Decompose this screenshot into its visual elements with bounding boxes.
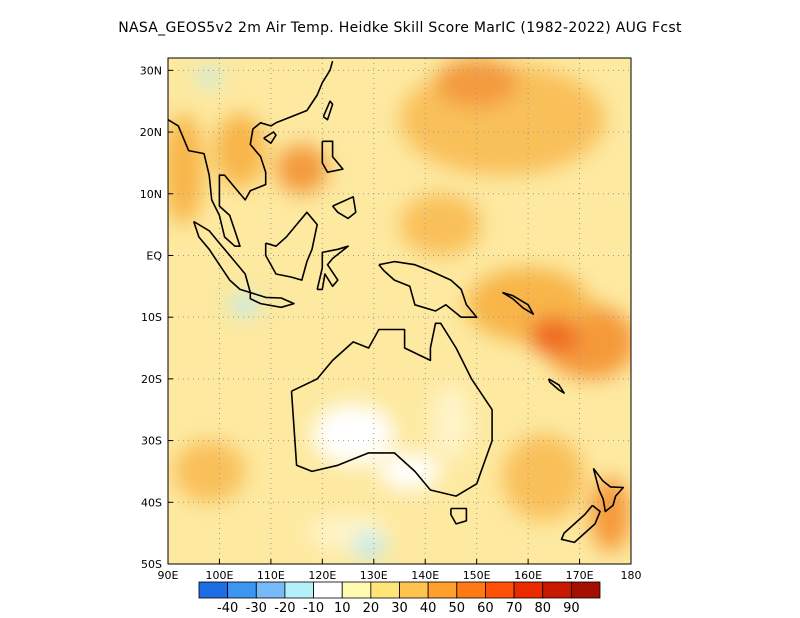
colorbar-swatch (399, 581, 429, 599)
longitude-axis: 90E 100E 110E 120E 130E 140E 150E 160E 170E 180 (158, 559, 642, 582)
region-aus-south (378, 452, 441, 490)
colorbar-label: -20 (274, 601, 295, 616)
region-south-blue (353, 533, 385, 558)
colorbar-swatch (456, 581, 486, 599)
colorbar-label: -40 (217, 601, 238, 616)
taiwan-coastline (322, 100, 334, 121)
colorbar-swatch (341, 581, 372, 599)
lat-tick-label: 30N (140, 64, 162, 77)
region-west-pacific (399, 193, 482, 256)
sumatra-coastline (192, 220, 252, 294)
colorbar-label: 80 (534, 601, 551, 616)
colorbar-label: 30 (391, 601, 408, 616)
colorbar-swatch (485, 581, 515, 599)
region-tasman (502, 434, 585, 521)
lon-tick-label: 130E (360, 569, 388, 582)
borneo-coastline (264, 211, 318, 281)
lon-tick-label: 170E (566, 569, 594, 582)
lat-tick-label: 20N (140, 126, 162, 139)
latitude-axis: 30N 20N 10N EQ 10S 20S 30S 40S 50S (140, 64, 173, 571)
lat-tick-label: 40S (141, 496, 162, 509)
lat-tick-label: 50S (141, 558, 162, 571)
lon-tick-label: 160E (514, 569, 542, 582)
region-java-sea-low (229, 295, 261, 315)
solomon-islands (501, 291, 535, 315)
lat-tick-label: 30S (141, 435, 162, 448)
lon-tick-label: 120E (308, 569, 336, 582)
hainan-coastline (263, 131, 277, 144)
region-se-indian (173, 440, 246, 503)
sulawesi-coastline (316, 245, 349, 291)
region-aus-interior (312, 403, 395, 466)
asia-mainland (168, 60, 334, 247)
colorbar-swatch (198, 581, 229, 599)
colorbar-swatch (227, 581, 257, 599)
lat-tick-label: 10S (141, 311, 162, 324)
colorbar-swatch (255, 581, 286, 599)
lon-tick-label: 140E (411, 569, 439, 582)
philippines-mindanao (331, 196, 357, 220)
colorbar-label: 20 (363, 601, 380, 616)
colorbar-label: 60 (477, 601, 494, 616)
lat-tick-label: 20S (141, 373, 162, 386)
lon-tick-label: 90E (158, 569, 179, 582)
region-nz-east (589, 477, 631, 552)
new-guinea-coastline (378, 260, 478, 318)
colorbar-label: 90 (563, 601, 580, 616)
region-bay-of-bengal (168, 113, 205, 225)
region-north-pacific-core (435, 58, 518, 108)
region-png-core (528, 317, 580, 355)
colorbar-label: -10 (303, 601, 324, 616)
region-south-china-sea (276, 144, 328, 194)
chart-title: NASA_GEOS5v2 2m Air Temp. Heidke Skill S… (118, 20, 682, 36)
new-zealand-south (560, 504, 601, 544)
colorbar-label: 40 (420, 601, 437, 616)
colorbar: -40 -30 -20 -10 10 20 30 40 50 60 70 80 90 (198, 581, 601, 616)
lon-tick-label: 150E (463, 569, 491, 582)
colorbar-swatch (570, 581, 601, 599)
new-zealand-north (592, 467, 625, 513)
lon-tick-label: 100E (205, 569, 233, 582)
philippines-luzon (321, 140, 344, 173)
lat-tick-label: 10N (140, 188, 162, 201)
plot-frame (167, 57, 632, 565)
australia-coastline (290, 322, 493, 497)
region-aus-east (430, 385, 472, 460)
colorbar-swatch (427, 581, 458, 599)
lon-tick-label: 180 (621, 569, 642, 582)
coastlines (168, 60, 625, 544)
colorbar-swatch (370, 581, 400, 599)
region-north-blue (198, 67, 220, 86)
lon-tick-label: 110E (257, 569, 285, 582)
tasmania-coastline (450, 507, 468, 525)
colorbar-label: 10 (334, 601, 351, 616)
colorbar-swatch (313, 581, 343, 599)
colorbar-label: 70 (506, 601, 523, 616)
colorbar-label: 50 (449, 601, 466, 616)
skill-score-field (168, 58, 631, 564)
new-caledonia (547, 378, 565, 394)
colorbar-label: -30 (246, 601, 267, 616)
java-coastline (249, 291, 295, 309)
colorbar-swatch (284, 581, 314, 599)
grid-lines (168, 58, 631, 564)
lat-tick-label: EQ (146, 249, 162, 262)
colorbar-swatch (513, 581, 544, 599)
colorbar-swatch (542, 581, 572, 599)
